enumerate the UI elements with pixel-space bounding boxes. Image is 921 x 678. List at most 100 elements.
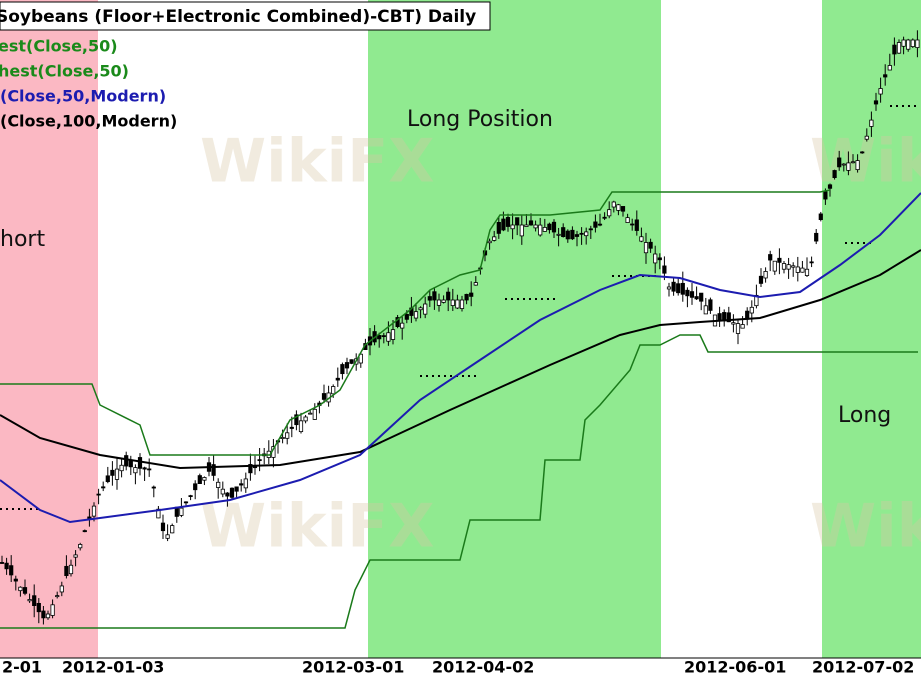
candle-body xyxy=(450,375,452,377)
x-tick-label: 2012-04-02 xyxy=(432,658,534,677)
candle-body xyxy=(795,266,800,273)
candle-body xyxy=(142,467,147,470)
candle-body xyxy=(584,231,589,237)
candle-body xyxy=(211,464,216,476)
candle-body xyxy=(561,227,566,238)
candle-body xyxy=(896,105,898,107)
candle-body xyxy=(906,39,911,50)
candle-body xyxy=(344,362,350,369)
watermark: WikiFX xyxy=(200,492,434,562)
candle-body xyxy=(528,220,534,226)
candle-body xyxy=(624,275,626,277)
candle-body xyxy=(511,298,513,300)
candle-body xyxy=(298,420,304,433)
candle-body xyxy=(630,223,635,226)
candle-body xyxy=(124,455,129,467)
candle-body xyxy=(160,522,166,532)
candle-body xyxy=(487,240,492,244)
candle-body xyxy=(553,298,555,300)
candle-body xyxy=(133,467,138,474)
candle-body xyxy=(22,587,28,594)
candle-body xyxy=(908,105,910,107)
ma100-line xyxy=(0,249,921,470)
candle-body xyxy=(119,464,124,472)
candle-body xyxy=(915,39,920,48)
candle-body xyxy=(841,163,846,166)
candle-body xyxy=(91,505,97,517)
candle-body xyxy=(910,39,915,47)
x-tick-label: 2012-01-03 xyxy=(62,658,164,677)
watermark: WikiFX xyxy=(200,127,434,197)
candle-body xyxy=(653,253,658,264)
candle-body xyxy=(533,224,538,229)
candle-body xyxy=(643,242,649,254)
candle-body xyxy=(639,236,644,242)
candle-body xyxy=(671,281,676,292)
region-label: Long Position xyxy=(407,107,553,132)
candle-body xyxy=(570,229,575,240)
candle-body xyxy=(887,65,892,71)
candle-body xyxy=(726,312,731,323)
candle-body xyxy=(147,468,152,471)
short-region xyxy=(0,0,98,658)
candle-body xyxy=(896,42,902,54)
candle-body xyxy=(860,151,865,154)
candle-body xyxy=(285,432,290,439)
candle-body xyxy=(308,412,313,415)
candle-body xyxy=(312,408,317,420)
candle-body xyxy=(505,298,507,300)
candle-body xyxy=(9,565,14,576)
candle-body xyxy=(464,293,469,301)
legend-entry: hest(Close,50) xyxy=(0,62,129,81)
candle-body xyxy=(12,508,14,510)
candle-body xyxy=(740,324,745,329)
candle-body xyxy=(846,162,851,171)
candle-body xyxy=(386,332,391,342)
candle-body xyxy=(768,254,773,261)
candle-body xyxy=(735,323,741,334)
candle-body xyxy=(547,223,552,231)
legend-entry: est(Close,50) xyxy=(0,37,118,56)
long-region xyxy=(822,0,921,658)
candle-body xyxy=(749,306,754,314)
candle-body xyxy=(27,599,32,602)
candle-body xyxy=(137,457,143,469)
candle-body xyxy=(252,466,258,469)
candle-body xyxy=(772,260,777,272)
highest-line xyxy=(0,189,831,456)
candle-body xyxy=(216,481,221,488)
candle-body xyxy=(473,282,478,286)
candle-body xyxy=(579,232,584,235)
candle-body xyxy=(662,265,667,274)
candle-body xyxy=(689,291,695,298)
candle-body xyxy=(101,486,106,489)
candle-body xyxy=(36,602,41,613)
axis-band xyxy=(0,658,921,678)
candle-body xyxy=(446,291,451,301)
candle-body xyxy=(523,298,525,300)
candle-body xyxy=(607,209,612,217)
candle-body xyxy=(611,201,616,208)
candle-body xyxy=(890,105,892,107)
candle-body xyxy=(68,564,74,575)
candle-body xyxy=(234,486,239,492)
candle-body xyxy=(432,291,437,301)
candle-body xyxy=(110,469,115,476)
candle-body xyxy=(349,359,354,364)
chart-title: Soybeans (Floor+Electronic Combined)-CBT… xyxy=(0,7,476,27)
candle-body xyxy=(823,191,828,200)
candle-body xyxy=(156,508,161,519)
candle-body xyxy=(197,475,202,484)
candle-body xyxy=(597,223,603,226)
long-region xyxy=(368,0,661,658)
candle-body xyxy=(883,74,888,78)
candle-body xyxy=(257,459,262,462)
candle-body xyxy=(432,375,434,377)
candle-body xyxy=(542,226,547,232)
candle-body xyxy=(857,242,859,244)
candle-body xyxy=(294,414,299,426)
candle-body xyxy=(450,299,455,306)
candle-body xyxy=(193,483,198,491)
candle-body xyxy=(114,468,120,480)
